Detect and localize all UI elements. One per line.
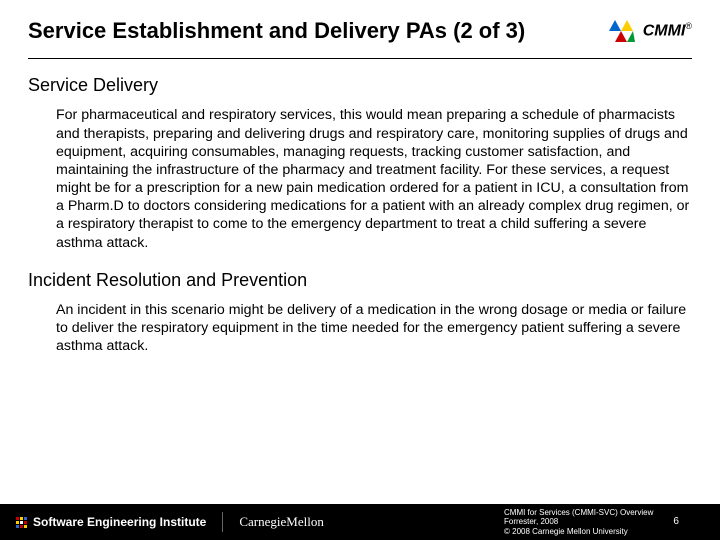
sei-text: Software Engineering Institute [33,515,206,529]
footer-right: CMMI for Services (CMMI-SVC) Overview Fo… [504,508,704,537]
slide-header: Service Establishment and Delivery PAs (… [0,0,720,44]
cmmi-logo-text: CMMI® [643,21,692,40]
slide-content: Service Delivery For pharmaceutical and … [0,59,720,355]
sei-logo: Software Engineering Institute [16,515,206,529]
section-body-2: An incident in this scenario might be de… [56,301,692,356]
footer-divider [222,512,223,532]
sei-dots-icon [16,517,27,528]
carnegie-mellon-text: CarnegieMellon [239,514,323,530]
section-title-2: Incident Resolution and Prevention [28,270,692,291]
logo-text: CMMI [643,23,686,40]
section-title-1: Service Delivery [28,75,692,96]
footer-meta-line3: © 2008 Carnegie Mellon University [504,527,653,537]
cmmi-logo-icon [607,18,637,44]
registered-symbol: ® [685,21,692,31]
footer-left: Software Engineering Institute CarnegieM… [16,512,324,532]
cmmi-logo: CMMI® [607,18,692,44]
page-number: 6 [673,516,679,528]
footer-meta-line2: Forrester, 2008 [504,517,653,527]
footer-meta: CMMI for Services (CMMI-SVC) Overview Fo… [504,508,653,537]
slide-footer: Software Engineering Institute CarnegieM… [0,504,720,540]
footer-meta-line1: CMMI for Services (CMMI-SVC) Overview [504,508,653,518]
section-body-1: For pharmaceutical and respiratory servi… [56,106,692,251]
slide-title: Service Establishment and Delivery PAs (… [28,18,525,44]
slide-container: Service Establishment and Delivery PAs (… [0,0,720,540]
